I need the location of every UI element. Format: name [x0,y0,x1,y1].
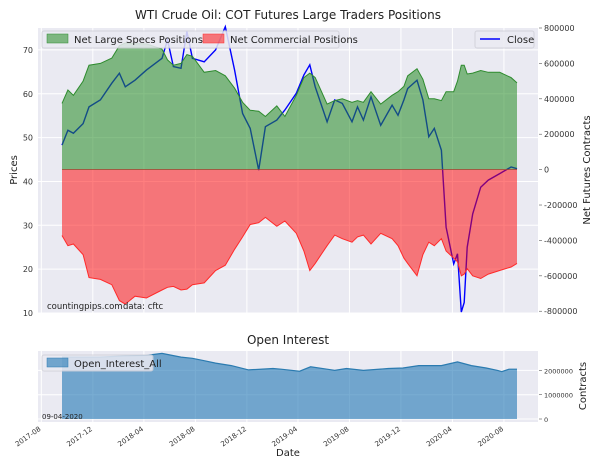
x-tick-label: 2020-04 [425,425,454,449]
right-y-tick-label: 800000 [544,24,575,33]
x-tick-label: 2018-12 [219,425,248,448]
left-y-tick-label: 70 [23,46,33,55]
left-y-tick-label: 60 [23,90,33,99]
legend-swatch-oi [47,358,68,367]
left-y-tick-label: 30 [23,221,33,230]
report-date-annotation: 09-04-2020 [42,413,83,421]
source-annotation: countingpips.com [47,302,123,312]
legend-label-specs: Net Large Specs Positions [74,35,203,46]
x-tick-label: 2017-08 [14,425,43,448]
bottom-chart-title: Open Interest [247,333,329,347]
left-y-tick-label: 40 [23,177,33,186]
legend-close: Close [475,31,534,48]
x-tick-label: 2019-12 [374,425,403,448]
x-tick-label: 2019-08 [322,425,351,448]
right-y-tick-label: -800000 [544,307,577,316]
left-y-tick-label: 50 [23,134,33,143]
bottom-right-y-tick-label: 1000000 [544,392,573,400]
x-tick-label: 2020-08 [477,425,506,448]
right-y-tick-label: 0 [544,166,549,175]
legend-open-interest: Open_Interest_All [42,355,162,371]
right-y-tick-label: -600000 [544,272,577,281]
legend-label-close: Close [507,35,534,46]
bottom-right-y-tick-label: 0 [544,416,548,424]
right-y-tick-label: -200000 [544,201,577,210]
legend-label-commercial: Net Commercial Positions [230,35,358,46]
x-tick-label: 2019-04 [271,425,300,449]
top-chart-title: WTI Crude Oil: COT Futures Large Traders… [135,8,441,22]
bottom-right-axis-label: Contracts [578,362,589,410]
bottom-right-y-tick-label: 2000000 [544,367,573,375]
left-axis-label: Prices [9,155,20,185]
data-source-annotation: data: cftc [123,302,164,312]
x-tick-label: 2018-04 [116,425,145,449]
legend-positions: Net Large Specs Positions Net Commercial… [42,31,358,48]
legend-label-oi: Open_Interest_All [74,359,162,370]
x-axis-label: Date [276,448,300,459]
right-y-tick-label: 200000 [544,130,575,139]
left-y-tick-label: 10 [23,309,33,318]
x-tick-label: 2018-08 [168,425,197,448]
right-y-tick-label: 600000 [544,59,575,68]
right-axis-label: Net Futures Contracts [582,115,593,224]
x-tick-label: 2017-12 [65,425,94,448]
right-y-tick-label: -400000 [544,236,577,245]
left-y-tick-label: 20 [23,265,33,274]
legend-swatch-commercial [203,34,224,43]
right-y-tick-label: 400000 [544,95,575,104]
legend-swatch-specs [47,34,68,43]
